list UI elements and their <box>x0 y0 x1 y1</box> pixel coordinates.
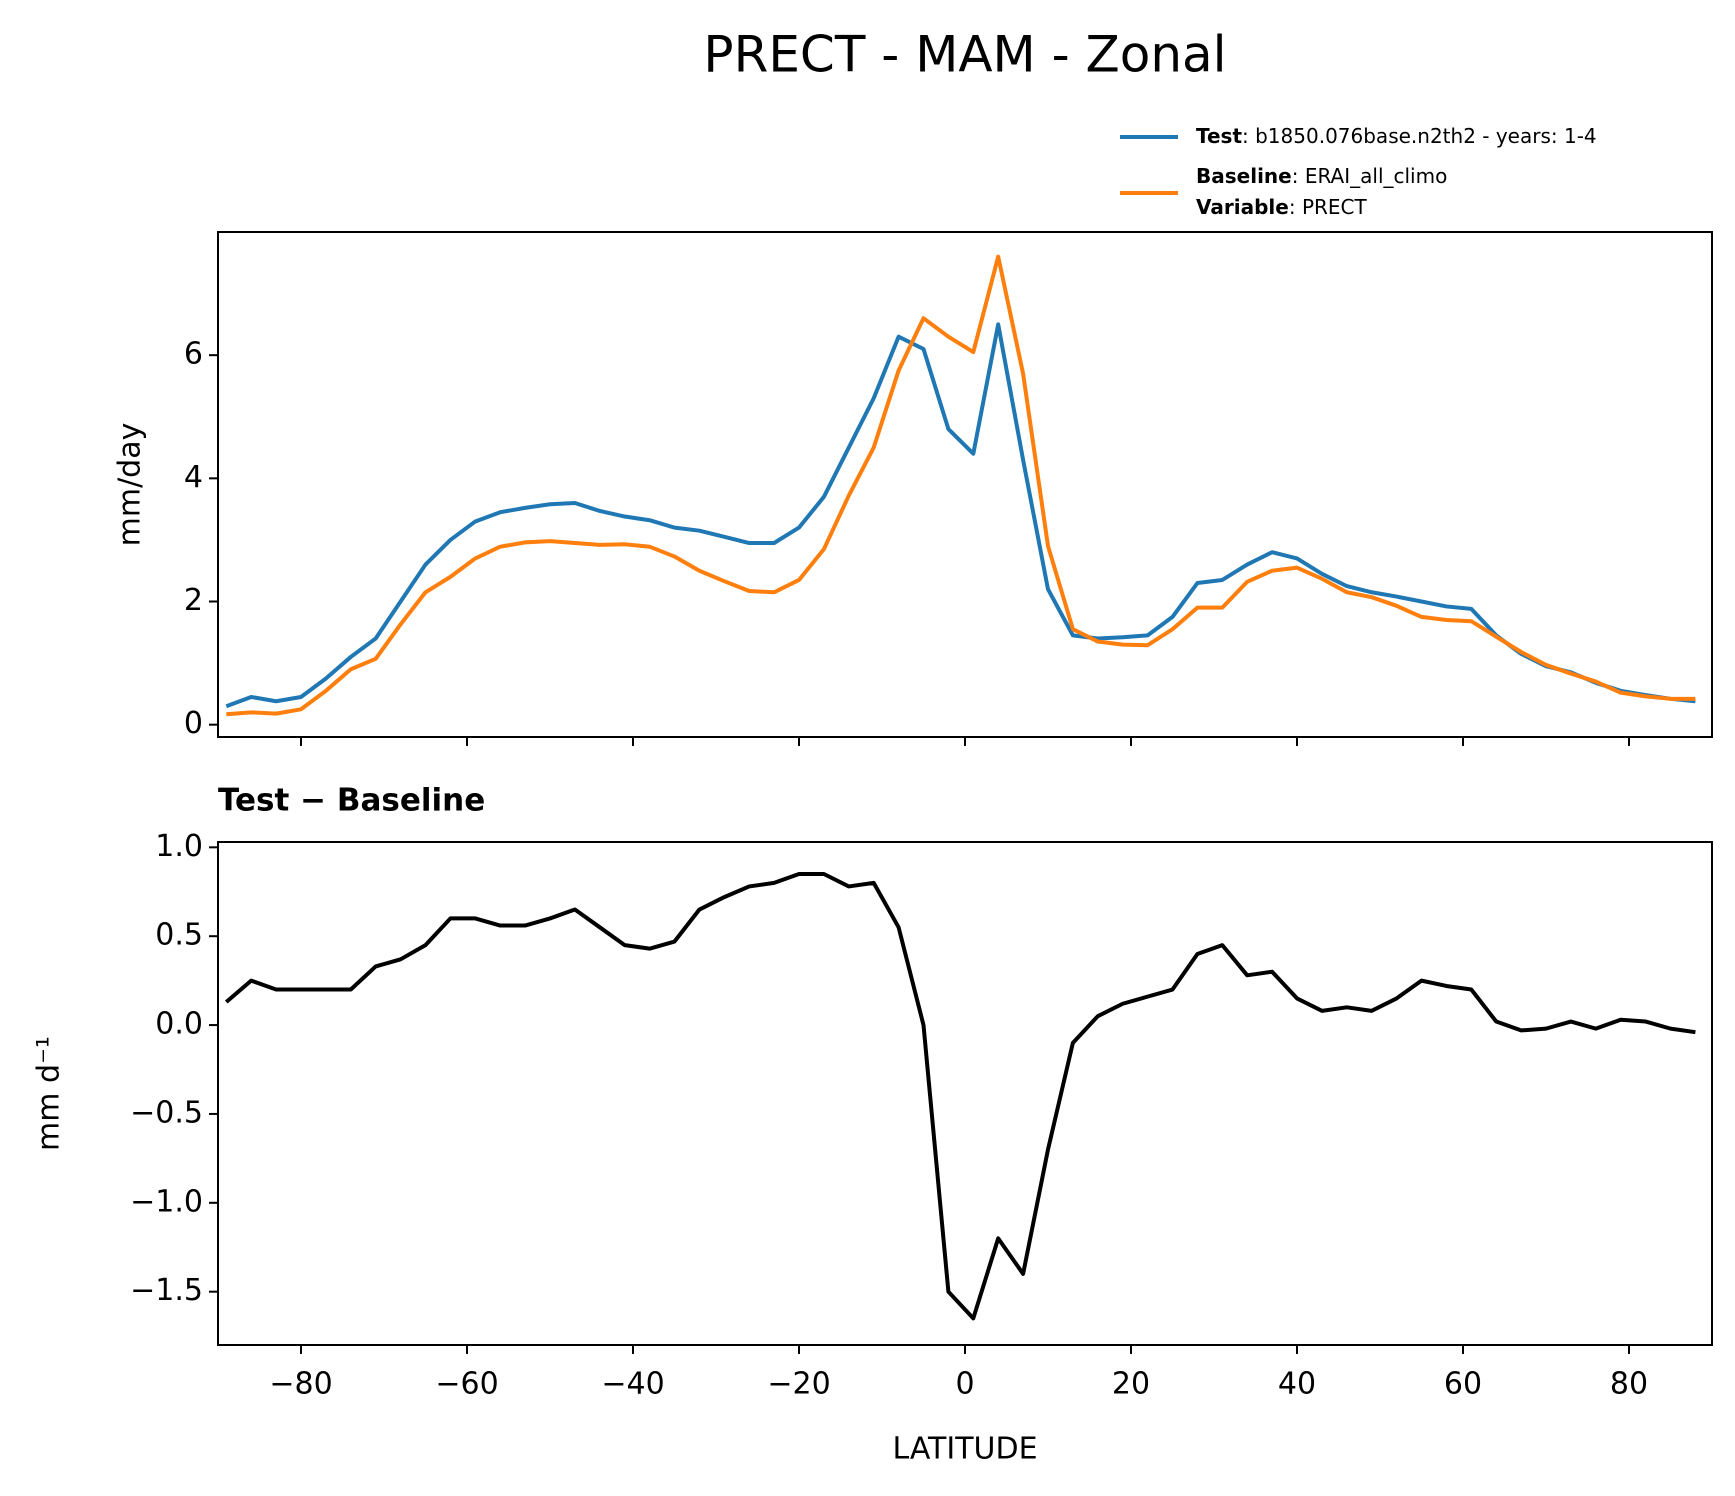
legend-detail: : b1850.076base.n2th2 - years: 1-4 <box>1242 124 1597 148</box>
y-tick-label: 0.0 <box>155 1007 203 1042</box>
legend-name: Variable <box>1196 195 1289 219</box>
subplot-title: Test − Baseline <box>218 783 485 819</box>
data-line <box>224 871 1696 1321</box>
legend-detail: : PRECT <box>1289 195 1368 219</box>
data-line <box>226 254 1696 717</box>
y-tick-label: 1.0 <box>155 829 203 864</box>
legend-name: Test <box>1196 124 1242 148</box>
x-tick-label: 40 <box>1278 1367 1316 1402</box>
y-tick-label: 0.5 <box>155 918 203 953</box>
data-line <box>225 322 1696 709</box>
y-axis-label: mm d⁻¹ <box>32 1036 67 1151</box>
x-tick-label: 80 <box>1610 1367 1648 1402</box>
x-tick-label: 20 <box>1112 1367 1150 1402</box>
axes-frame <box>217 841 1713 1346</box>
y-tick-label: 2 <box>184 583 203 618</box>
legend-name: Baseline <box>1196 164 1292 188</box>
y-tick-label: −0.5 <box>130 1095 203 1130</box>
x-axis-label: LATITUDE <box>892 1432 1037 1467</box>
axes-frame <box>217 231 1713 738</box>
x-tick-label: −80 <box>269 1367 332 1402</box>
legend-label: Variable: PRECT <box>1196 195 1367 219</box>
legend-label: Baseline: ERAI_all_climo <box>1196 164 1447 188</box>
x-tick-label: −60 <box>435 1367 498 1402</box>
legend-detail: : ERAI_all_climo <box>1292 164 1448 188</box>
y-tick-label: −1.5 <box>130 1273 203 1308</box>
x-tick-label: 60 <box>1444 1367 1482 1402</box>
y-tick-label: 6 <box>184 337 203 372</box>
x-tick-label: −20 <box>767 1367 830 1402</box>
y-tick-label: 0 <box>184 706 203 741</box>
y-tick-label: 4 <box>184 460 203 495</box>
y-axis-label: mm/day <box>113 423 148 547</box>
x-tick-label: 0 <box>955 1367 974 1402</box>
x-tick-label: −40 <box>601 1367 664 1402</box>
legend-label: Test: b1850.076base.n2th2 - years: 1-4 <box>1196 124 1597 148</box>
y-tick-label: −1.0 <box>130 1184 203 1219</box>
chart-title: PRECT - MAM - Zonal <box>703 26 1226 84</box>
